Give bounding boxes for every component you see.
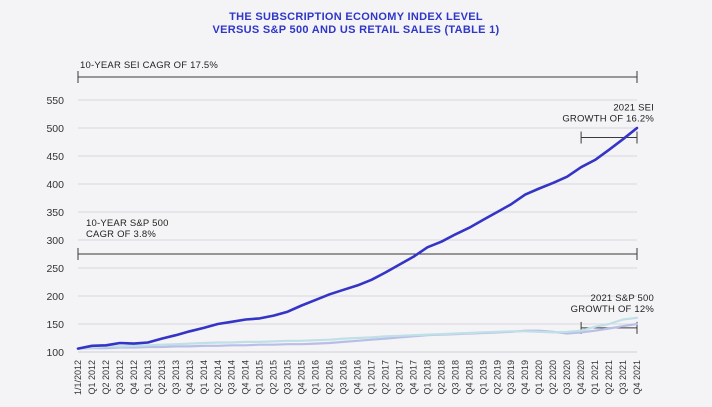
y-tick-label: 300 — [46, 235, 64, 247]
annotation-sp-2021: GROWTH OF 12% — [571, 304, 655, 315]
y-tick-label: 100 — [46, 347, 64, 359]
x-tick-label: Q1 2016 — [311, 360, 321, 395]
x-tick-label: Q2 2019 — [492, 360, 502, 395]
x-tick-label: Q3 2014 — [227, 360, 237, 395]
chart-title-line: THE SUBSCRIPTION ECONOMY INDEX LEVEL — [229, 11, 483, 23]
x-tick-label: Q3 2021 — [618, 360, 628, 395]
y-tick-label: 200 — [46, 291, 64, 303]
y-tick-label: 150 — [46, 319, 64, 331]
x-tick-label: Q3 2015 — [283, 360, 293, 395]
x-tick-label: Q1 2012 — [87, 360, 97, 395]
y-tick-label: 500 — [46, 123, 64, 135]
x-tick-label: Q4 2020 — [576, 360, 586, 395]
annotation-sp-cagr: CAGR OF 3.8% — [86, 229, 156, 240]
x-tick-label: Q4 2021 — [632, 360, 642, 395]
x-tick-label: Q3 2016 — [339, 360, 349, 395]
x-tick-label: Q1 2018 — [422, 360, 432, 395]
x-tick-label: Q3 2019 — [506, 360, 516, 395]
x-tick-label: Q4 2015 — [297, 360, 307, 395]
x-tick-label: Q2 2013 — [157, 360, 167, 395]
x-tick-label: Q4 2017 — [408, 360, 418, 395]
y-tick-label: 550 — [46, 95, 64, 107]
annotation-sp-2021: 2021 S&P 500 — [590, 293, 654, 304]
x-tick-label: Q3 2018 — [450, 360, 460, 395]
y-tick-label: 250 — [46, 263, 64, 275]
x-tick-label: Q1 2015 — [255, 360, 265, 395]
x-tick-label: Q2 2014 — [213, 360, 223, 395]
x-tick-label: Q4 2012 — [129, 360, 139, 395]
x-tick-label: Q2 2018 — [436, 360, 446, 395]
annotation-sp-cagr: 10-YEAR S&P 500 — [86, 218, 169, 229]
x-tick-label: Q2 2016 — [325, 360, 335, 395]
x-tick-label: Q2 2012 — [101, 360, 111, 395]
chart-title-line: VERSUS S&P 500 AND US RETAIL SALES (TABL… — [212, 24, 499, 36]
x-tick-label: Q1 2021 — [590, 360, 600, 395]
x-tick-label: Q1 2020 — [534, 360, 544, 395]
annotation-sei-2021: GROWTH OF 16.2% — [562, 114, 654, 125]
x-tick-label: Q2 2020 — [548, 360, 558, 395]
x-tick-label: Q1 2019 — [478, 360, 488, 395]
y-tick-label: 450 — [46, 151, 64, 163]
x-tick-label: Q1 2017 — [366, 360, 376, 395]
x-tick-label: Q4 2013 — [185, 360, 195, 395]
annotation-sei-cagr: 10-YEAR SEI CAGR OF 17.5% — [80, 60, 218, 71]
x-tick-label: Q3 2017 — [394, 360, 404, 395]
x-tick-label: 1/1/2012 — [73, 360, 83, 395]
series-line-sei — [76, 126, 639, 350]
x-tick-label: Q4 2018 — [464, 360, 474, 395]
y-tick-label: 350 — [46, 207, 64, 219]
x-tick-label: Q4 2016 — [353, 360, 363, 395]
x-tick-label: Q3 2013 — [171, 360, 181, 395]
x-tick-label: Q1 2014 — [199, 360, 209, 395]
annotation-sei-2021: 2021 SEI — [613, 103, 654, 114]
x-tick-label: Q3 2012 — [115, 360, 125, 395]
x-tick-label: Q2 2021 — [604, 360, 614, 395]
y-tick-label: 400 — [46, 179, 64, 191]
x-tick-label: Q2 2017 — [380, 360, 390, 395]
x-tick-label: Q1 2013 — [143, 360, 153, 395]
x-tick-label: Q4 2019 — [520, 360, 530, 395]
series-line-s-p-500 — [76, 316, 639, 350]
x-tick-label: Q3 2020 — [562, 360, 572, 395]
x-tick-label: Q4 2014 — [241, 360, 251, 395]
x-tick-label: Q2 2015 — [269, 360, 279, 395]
